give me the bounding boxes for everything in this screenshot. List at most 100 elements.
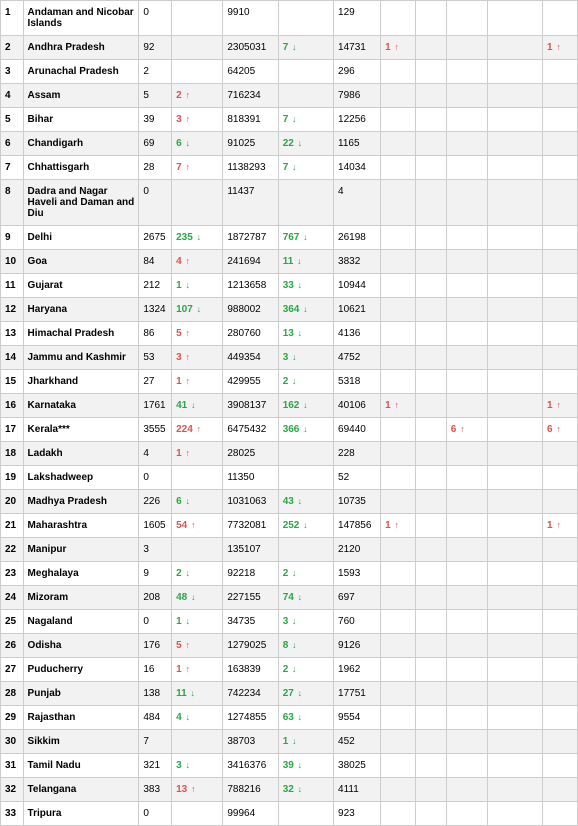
cell-x3	[487, 682, 542, 706]
cell-state: Bihar	[23, 108, 139, 132]
delta-value: 1 ↓	[176, 280, 190, 291]
cell-sno: 1	[1, 1, 24, 36]
cell-state: Nagaland	[23, 610, 139, 634]
cell-state: Sikkim	[23, 730, 139, 754]
table-row: 5Bihar393 ↑8183917 ↓12256	[1, 108, 578, 132]
delta-value: 1 ↑	[176, 664, 190, 675]
delta-value: 32 ↓	[283, 784, 302, 795]
cell-x2	[446, 250, 487, 274]
table-row: 8Dadra and Nagar Haveli and Daman and Di…	[1, 180, 578, 226]
cell-x4	[543, 754, 578, 778]
cell-dth: 17751	[334, 682, 381, 706]
cell-cur: 449354	[223, 346, 278, 370]
cell-cur: 1138293	[223, 156, 278, 180]
cell-dth: 1593	[334, 562, 381, 586]
cell-x3	[487, 634, 542, 658]
cell-dth: 14034	[334, 156, 381, 180]
cell-x1	[416, 322, 447, 346]
cell-dth: 52	[334, 466, 381, 490]
cell-state: Jammu and Kashmir	[23, 346, 139, 370]
arrow-up-icon: ↑	[555, 42, 561, 52]
cell-sno: 10	[1, 250, 24, 274]
cell-act: 27	[139, 370, 172, 394]
cell-state: Tamil Nadu	[23, 754, 139, 778]
cell-sno: 11	[1, 274, 24, 298]
delta-value: 1 ↑	[547, 42, 561, 53]
cell-curd	[278, 538, 333, 562]
arrow-up-icon: ↑	[184, 256, 190, 266]
delta-value: 13 ↓	[283, 328, 302, 339]
delta-value: 1 ↓	[176, 616, 190, 627]
cell-x2	[446, 778, 487, 802]
delta-value: 4 ↓	[176, 712, 190, 723]
cell-x4	[543, 132, 578, 156]
delta-value: 4 ↑	[176, 256, 190, 267]
cell-sno: 33	[1, 802, 24, 826]
cell-dthd	[381, 634, 416, 658]
cell-x4	[543, 658, 578, 682]
cell-state: Mizoram	[23, 586, 139, 610]
cell-act: 383	[139, 778, 172, 802]
table-row: 21Maharashtra160554 ↑7732081252 ↓1478561…	[1, 514, 578, 538]
cell-x4	[543, 802, 578, 826]
cell-cur: 2305031	[223, 36, 278, 60]
cell-x4	[543, 730, 578, 754]
cell-x4	[543, 180, 578, 226]
cell-x4: 1 ↑	[543, 36, 578, 60]
cell-act: 212	[139, 274, 172, 298]
cell-x4	[543, 370, 578, 394]
cell-x1	[416, 778, 447, 802]
cell-actd: 2 ↑	[172, 84, 223, 108]
cell-x3	[487, 1, 542, 36]
cell-dth: 9554	[334, 706, 381, 730]
cell-x3	[487, 514, 542, 538]
delta-value: 1 ↑	[176, 376, 190, 387]
cell-actd	[172, 802, 223, 826]
arrow-down-icon: ↓	[302, 424, 308, 434]
cell-sno: 22	[1, 538, 24, 562]
cell-state: Chandigarh	[23, 132, 139, 156]
cell-cur: 429955	[223, 370, 278, 394]
delta-value: 1 ↓	[283, 736, 297, 747]
arrow-up-icon: ↑	[555, 400, 561, 410]
cell-actd: 5 ↑	[172, 322, 223, 346]
cell-curd: 43 ↓	[278, 490, 333, 514]
cell-cur: 11437	[223, 180, 278, 226]
table-row: 14Jammu and Kashmir533 ↑4493543 ↓4752	[1, 346, 578, 370]
cell-dth: 3832	[334, 250, 381, 274]
delta-value: 22 ↓	[283, 138, 302, 149]
cell-x1	[416, 250, 447, 274]
cell-act: 1605	[139, 514, 172, 538]
cell-dth: 69440	[334, 418, 381, 442]
cell-cur: 135107	[223, 538, 278, 562]
delta-value: 366 ↓	[283, 424, 308, 435]
cell-x3	[487, 36, 542, 60]
cell-actd: 48 ↓	[172, 586, 223, 610]
arrow-up-icon: ↑	[190, 520, 196, 530]
delta-value: 7 ↓	[283, 162, 297, 173]
arrow-down-icon: ↓	[297, 496, 303, 506]
cell-cur: 788216	[223, 778, 278, 802]
delta-value: 1 ↑	[547, 520, 561, 531]
cell-sno: 20	[1, 490, 24, 514]
cell-x1	[416, 394, 447, 418]
delta-value: 74 ↓	[283, 592, 302, 603]
cell-curd: 162 ↓	[278, 394, 333, 418]
arrow-down-icon: ↓	[291, 616, 297, 626]
arrow-up-icon: ↑	[184, 352, 190, 362]
arrow-down-icon: ↓	[302, 304, 308, 314]
cell-cur: 92218	[223, 562, 278, 586]
cell-dth: 14731	[334, 36, 381, 60]
table-row: 27Puducherry161 ↑1638392 ↓1962	[1, 658, 578, 682]
cell-x1	[416, 586, 447, 610]
arrow-down-icon: ↓	[302, 232, 308, 242]
cell-curd: 22 ↓	[278, 132, 333, 156]
arrow-up-icon: ↑	[394, 400, 400, 410]
table-row: 18Ladakh41 ↑28025228	[1, 442, 578, 466]
cell-x3	[487, 418, 542, 442]
arrow-up-icon: ↑	[190, 784, 196, 794]
cell-x1	[416, 274, 447, 298]
table-row: 32Telangana38313 ↑78821632 ↓4111	[1, 778, 578, 802]
arrow-down-icon: ↓	[302, 520, 308, 530]
covid-states-table: 1Andaman and Nicobar Islands099101292And…	[0, 0, 578, 826]
